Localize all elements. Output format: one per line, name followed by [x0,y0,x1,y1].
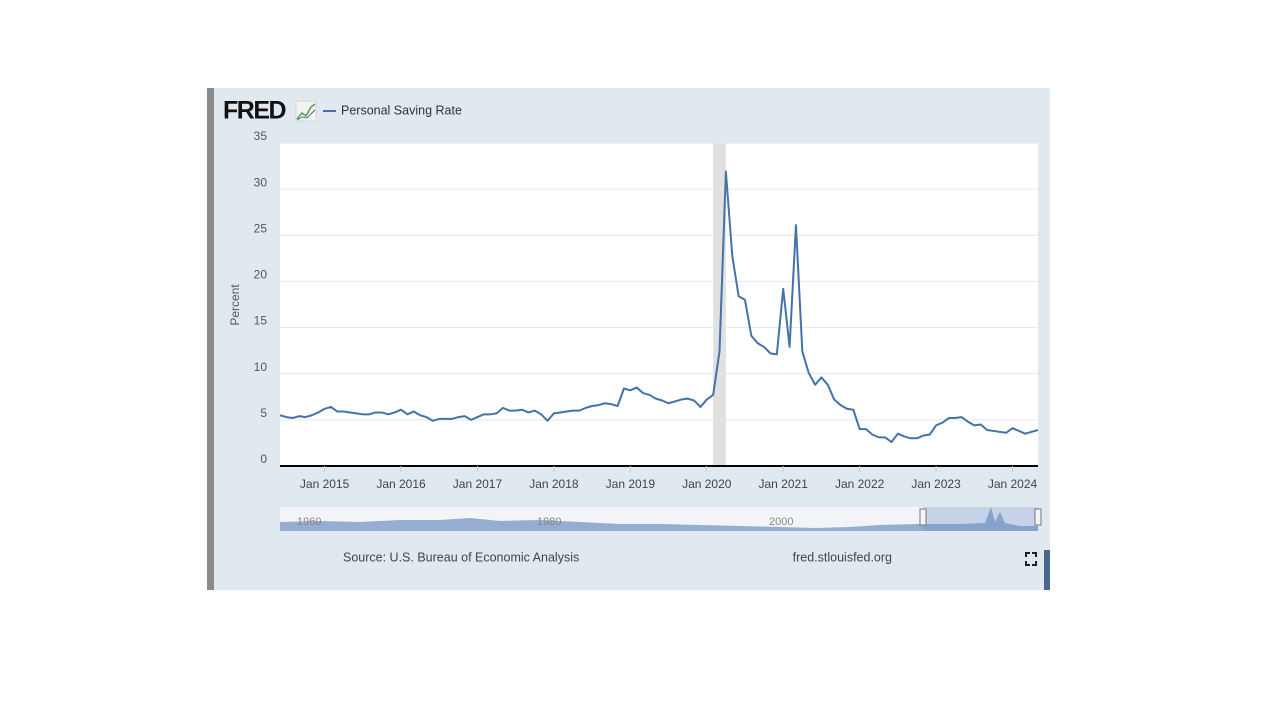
frame-edge [207,88,214,590]
navigator[interactable] [280,507,1042,531]
x-tick-label: Jan 2019 [606,477,656,491]
x-tick-label: Jan 2018 [529,477,579,491]
navigator-handle[interactable] [1034,508,1042,526]
y-tick-label: 35 [254,129,268,143]
y-tick-label: 15 [254,314,268,328]
navigator-label: 2000 [769,516,793,528]
x-tick-label: Jan 2021 [759,477,809,491]
x-tick-label: Jan 2016 [376,477,426,491]
navigator-label: 1960 [297,516,321,528]
legend-label[interactable]: Personal Saving Rate [341,103,462,117]
y-tick-label: 0 [260,452,267,466]
frame-corner [1044,550,1050,590]
brand-logo: FRED [223,97,286,125]
series-line [279,170,1039,444]
site-link[interactable]: fred.stlouisfed.org [793,550,892,564]
x-tick-label: Jan 2015 [300,477,350,491]
plot-area [280,143,1038,466]
fullscreen-button[interactable] [1025,552,1037,566]
y-tick-label: 20 [254,268,268,282]
y-tick-label: 5 [260,406,267,420]
logo-icon [295,100,317,122]
x-tick-label: Jan 2023 [911,477,961,491]
y-tick-label: 25 [254,221,268,235]
x-tick-label: Jan 2024 [988,477,1038,491]
x-tick-label: Jan 2020 [682,477,732,491]
x-tick-label: Jan 2017 [453,477,503,491]
y-tick-label: 10 [254,360,268,374]
source-note: Source: U.S. Bureau of Economic Analysis [343,550,579,564]
navigator-area [280,507,1038,531]
navigator-handle[interactable] [919,508,927,526]
recession-band [713,143,726,466]
y-tick-label: 30 [254,175,268,189]
x-tick-label: Jan 2022 [835,477,885,491]
navigator-label: 1980 [537,516,561,528]
y-axis-title: Percent [228,284,242,326]
